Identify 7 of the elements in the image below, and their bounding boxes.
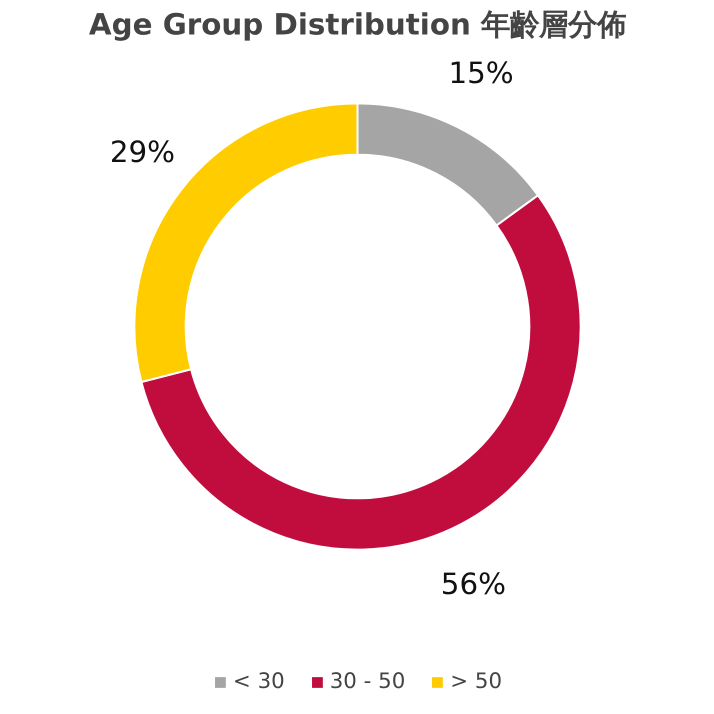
data-label: 15%	[448, 56, 514, 90]
legend-label: < 30	[232, 669, 285, 694]
data-label: 29%	[110, 135, 176, 170]
data-label: 56%	[440, 567, 506, 602]
legend-label: 30 - 50	[330, 669, 406, 694]
chart-title: Age Group Distribution 年齡層分佈	[88, 8, 626, 42]
legend-label: > 50	[450, 669, 502, 694]
